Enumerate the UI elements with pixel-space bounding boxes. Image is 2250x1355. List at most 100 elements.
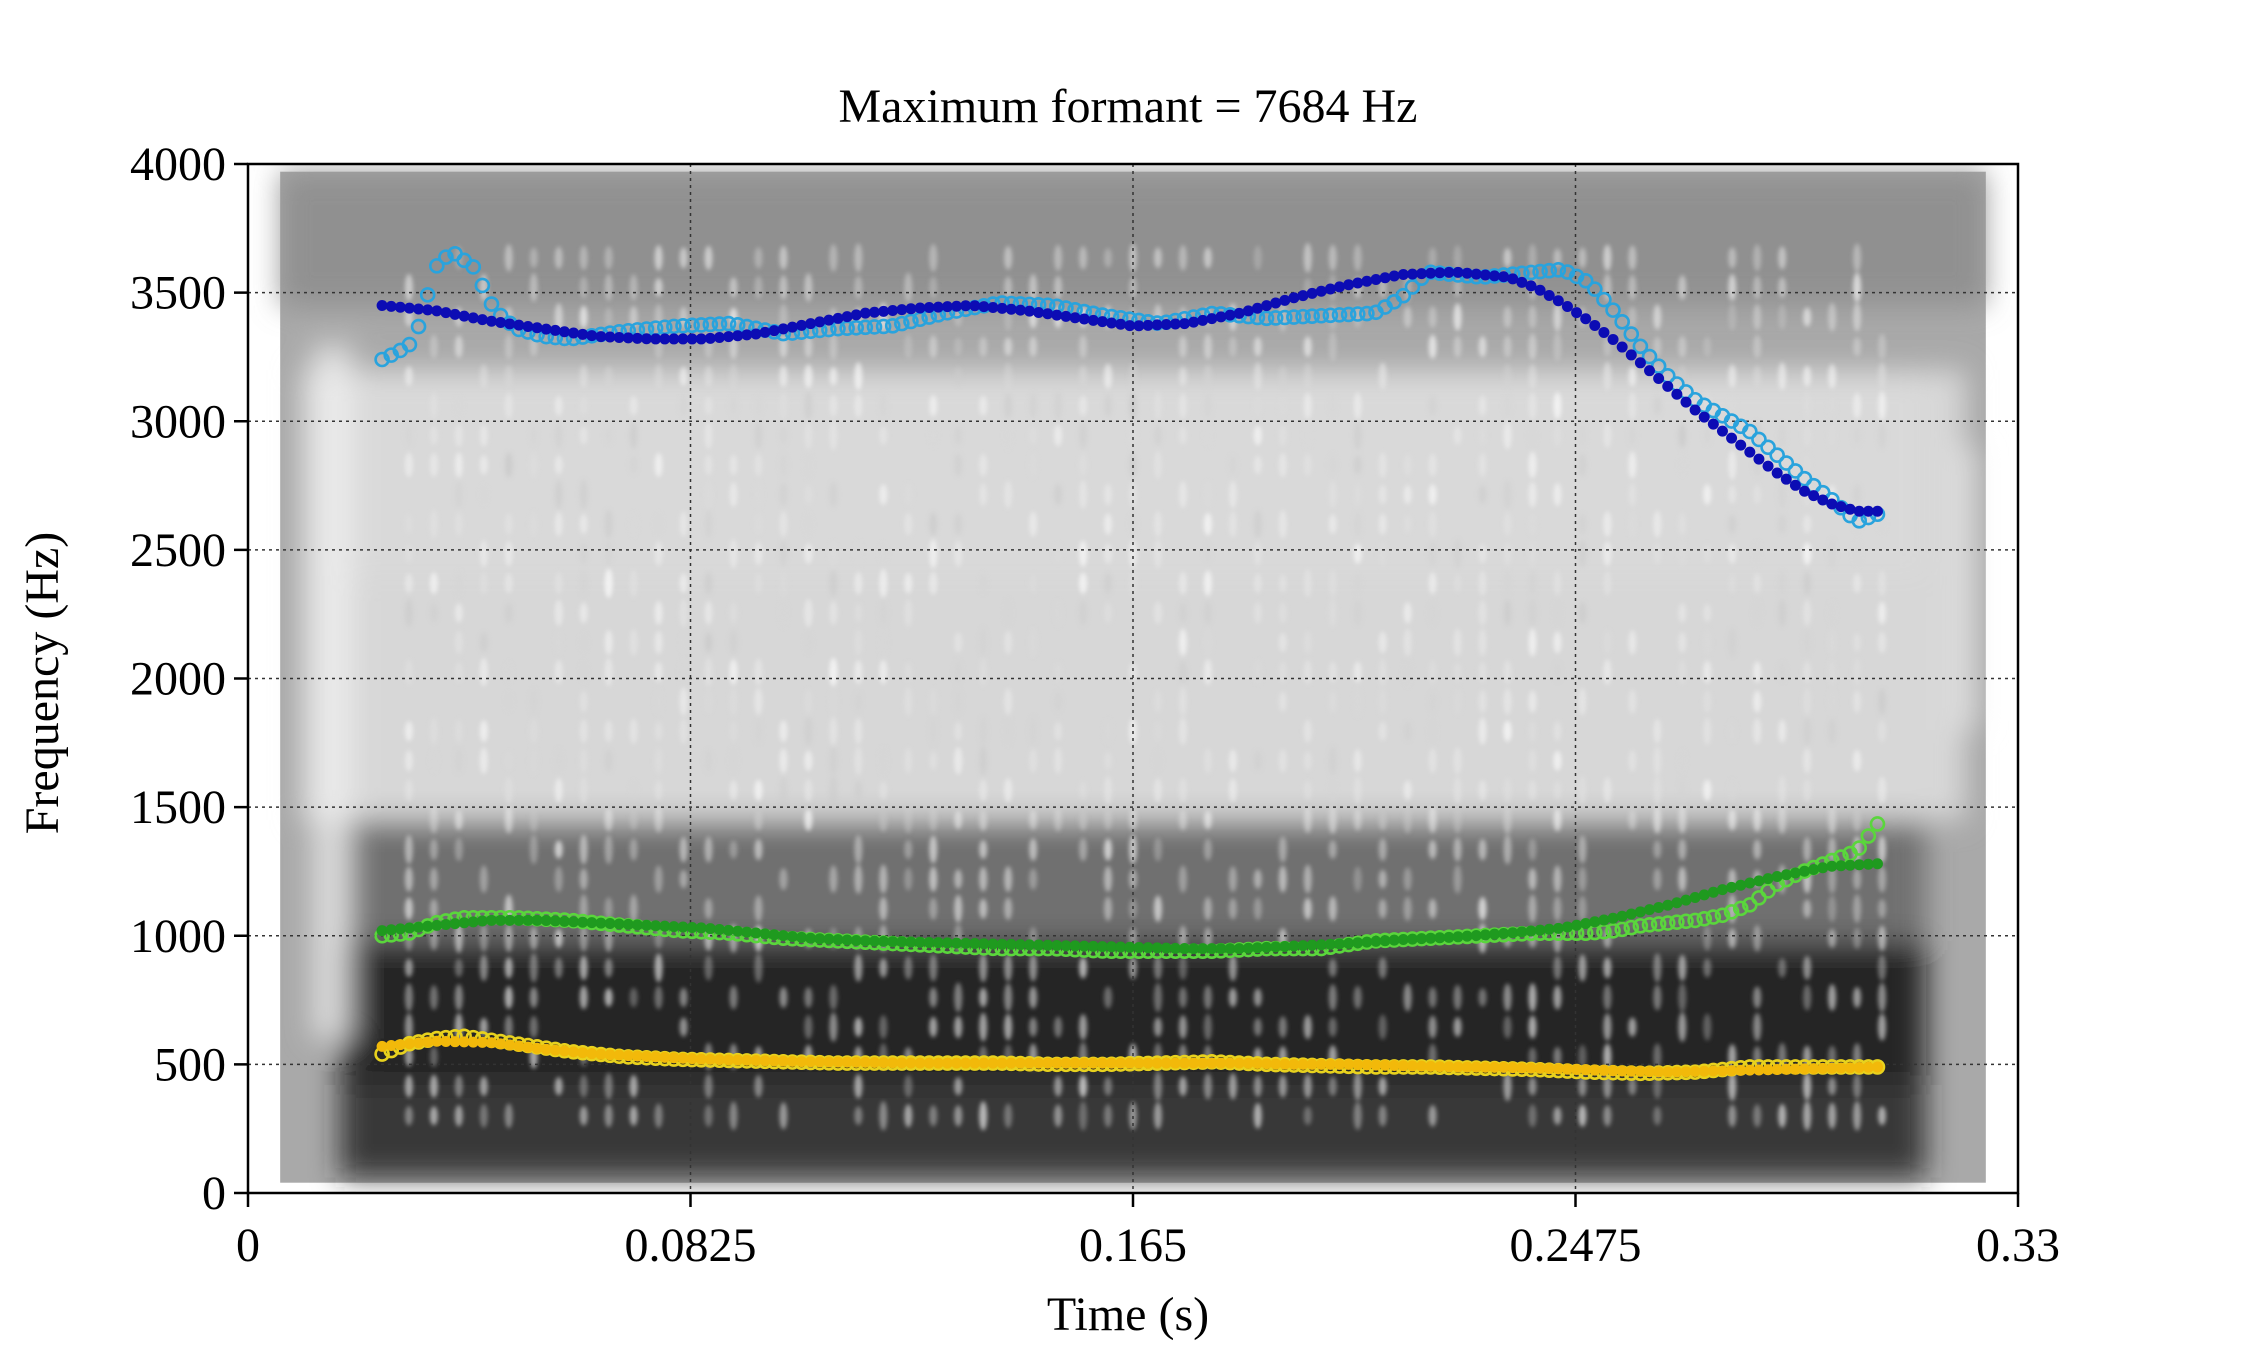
spectrogram-harmonic-dot — [1878, 776, 1887, 805]
spectrogram-harmonic-dot — [1478, 780, 1487, 801]
series-point — [978, 301, 990, 313]
series-point — [1215, 1057, 1227, 1069]
series-point — [923, 936, 935, 948]
spectrogram-harmonic-dot — [404, 897, 413, 920]
spectrogram-harmonic-dot — [504, 751, 513, 771]
series-point — [668, 333, 680, 345]
spectrogram-harmonic-dot — [954, 688, 963, 716]
series-point — [1334, 938, 1345, 950]
series-point — [1224, 943, 1236, 955]
spectrogram-harmonic-dot — [1603, 422, 1612, 449]
spectrogram-harmonic-dot — [1603, 570, 1612, 596]
series-point — [1388, 270, 1400, 282]
spectrogram-harmonic-dot — [979, 627, 988, 658]
series-point — [431, 919, 443, 931]
series-point — [486, 315, 498, 327]
spectrogram-harmonic-dot — [1328, 480, 1337, 509]
spectrogram-harmonic-dot — [1328, 984, 1337, 1011]
spectrogram-harmonic-dot — [579, 542, 588, 565]
spectrogram-harmonic-dot — [1178, 986, 1187, 1008]
series-point — [1197, 314, 1209, 326]
series-point — [1689, 891, 1701, 903]
spectrogram-harmonic-dot — [829, 687, 838, 717]
spectrogram-harmonic-dot — [1029, 716, 1038, 747]
spectrogram-harmonic-dot — [454, 1075, 463, 1098]
spectrogram-harmonic-dot — [1553, 598, 1562, 627]
series-point — [449, 918, 461, 930]
series-point — [419, 287, 436, 303]
series-point — [1242, 1057, 1254, 1069]
series-point — [850, 309, 862, 321]
spectrogram-harmonic-dot — [879, 659, 888, 685]
spectrogram-harmonic-dot — [1578, 895, 1587, 922]
spectrogram-harmonic-dot — [1303, 453, 1312, 477]
series-point — [996, 302, 1008, 314]
spectrogram-harmonic-dot — [929, 539, 938, 569]
series-point — [823, 1056, 835, 1068]
series-point — [1571, 919, 1583, 931]
spectrogram-harmonic-dot — [1328, 896, 1337, 922]
spectrogram-harmonic-dot — [1079, 480, 1088, 510]
series-point — [428, 258, 445, 274]
spectrogram-harmonic-dot — [629, 838, 638, 861]
series-point — [1115, 1057, 1127, 1069]
series-point — [1370, 1059, 1382, 1071]
spectrogram-harmonic-dot — [579, 834, 588, 865]
series-point — [1087, 940, 1099, 952]
spectrogram-harmonic-dot — [429, 603, 438, 623]
spectrogram-harmonic-dot — [729, 746, 738, 775]
spectrogram-harmonic-dot — [1603, 1043, 1612, 1070]
spectrogram-harmonic-dot — [729, 840, 738, 859]
spectrogram-harmonic-dot — [1428, 453, 1437, 477]
series-point — [1571, 1063, 1583, 1075]
series-point — [1525, 280, 1537, 292]
spectrogram-harmonic-dot — [1278, 661, 1287, 683]
spectrogram-harmonic-dot — [1403, 484, 1412, 505]
spectrogram-harmonic-dot — [479, 484, 488, 505]
spectrogram-harmonic-dot — [604, 509, 613, 539]
series-point — [1596, 291, 1612, 308]
series-point — [483, 296, 500, 312]
spectrogram-harmonic-dot — [754, 394, 763, 418]
spectrogram-harmonic-dot — [554, 777, 563, 803]
series-point — [1106, 941, 1118, 953]
series-point — [474, 277, 491, 294]
spectrogram-harmonic-dot — [854, 718, 863, 745]
series-point — [868, 1056, 880, 1068]
series-point — [376, 1040, 388, 1052]
series-point — [1361, 1059, 1373, 1071]
series-point — [403, 1038, 415, 1050]
series-point — [1550, 262, 1567, 278]
series-point — [713, 1054, 725, 1066]
spectrogram-harmonic-dot — [654, 600, 663, 625]
spectrogram-harmonic-dot — [1553, 1106, 1562, 1125]
spectrogram-harmonic-dot — [829, 775, 838, 806]
spectrogram-harmonic-dot — [1728, 628, 1737, 657]
series-point — [504, 318, 516, 330]
spectrogram-harmonic-dot — [1228, 510, 1237, 538]
series-point — [732, 925, 744, 937]
spectrogram-harmonic-dot — [604, 246, 613, 270]
spectrogram-harmonic-dot — [829, 1012, 838, 1042]
spectrogram-harmonic-dot — [554, 957, 563, 979]
series-point — [941, 1057, 953, 1069]
series-point — [1844, 1062, 1856, 1074]
spectrogram-harmonic-dot — [1503, 777, 1512, 804]
series-point — [704, 332, 716, 344]
spectrogram-harmonic-dot — [1553, 750, 1562, 771]
spectrogram-harmonic-dot — [1278, 394, 1287, 417]
series-point — [796, 1056, 808, 1068]
spectrogram-harmonic-dot — [454, 481, 463, 508]
spectrogram-harmonic-dot — [429, 806, 438, 834]
series-point — [1416, 1060, 1428, 1072]
spectrogram-harmonic-dot — [879, 896, 888, 921]
spectrogram-harmonic-dot — [1004, 1103, 1013, 1129]
series-point — [1541, 262, 1558, 279]
series-point — [884, 318, 901, 334]
series-point — [1534, 284, 1546, 296]
spectrogram-harmonic-dot — [1054, 1075, 1063, 1097]
spectrogram-harmonic-dot — [1328, 778, 1337, 803]
spectrogram-harmonic-dot — [529, 986, 538, 1009]
series-point — [1808, 490, 1820, 502]
spectrogram-harmonic-dot — [704, 749, 713, 773]
